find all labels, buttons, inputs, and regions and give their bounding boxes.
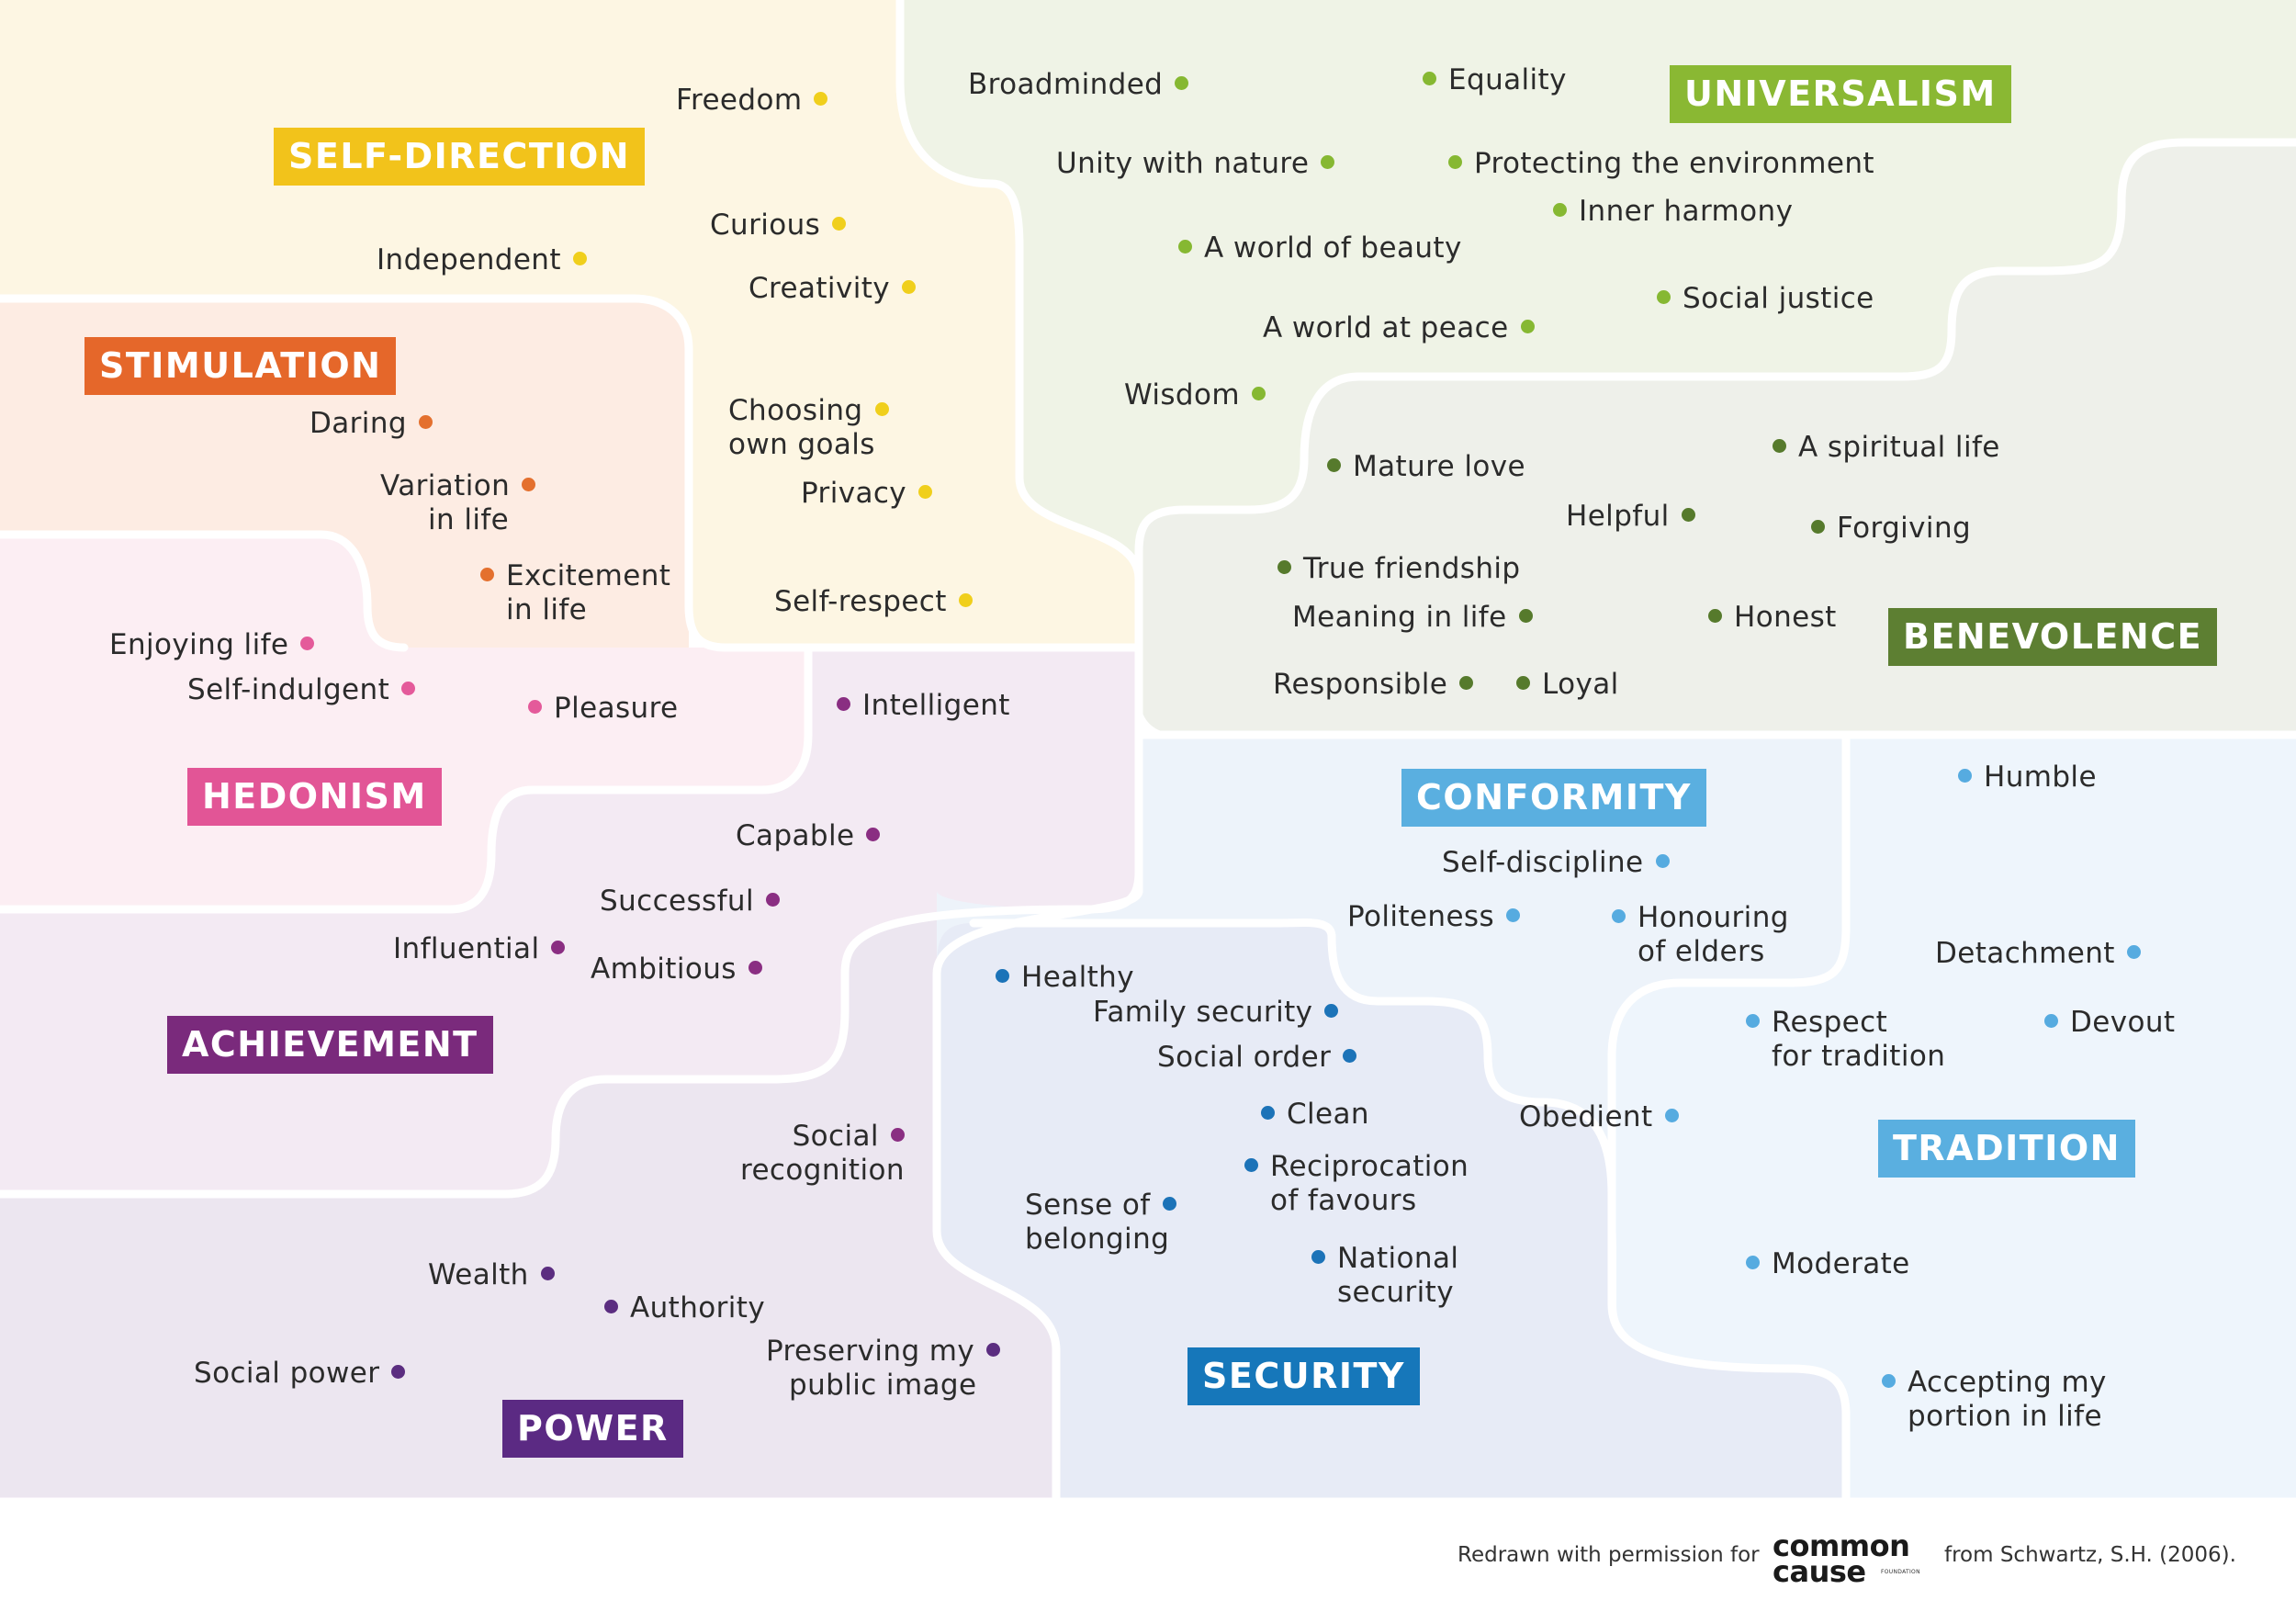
value-reciprocation-of-favours: Reciprocation of favours <box>1244 1150 1469 1218</box>
value-loyal: Loyal <box>1516 668 1619 702</box>
value-broadminded: Broadminded <box>968 68 1189 102</box>
value-true-friendship: True friendship <box>1277 552 1520 586</box>
category-tradition: TRADITION <box>1878 1120 2135 1178</box>
value-healthy: Healthy <box>996 961 1134 995</box>
value-wealth: Wealth <box>428 1258 555 1292</box>
category-security: SECURITY <box>1187 1347 1420 1405</box>
region-conformity <box>937 735 1846 1194</box>
value-forgiving: Forgiving <box>1811 512 1971 546</box>
value-humble: Humble <box>1958 761 2097 795</box>
region-power <box>0 873 1139 1502</box>
value-accepting-portion-in-life: Accepting my portion in life <box>1882 1366 2107 1434</box>
value-curious: Curious <box>710 209 847 242</box>
value-self-respect: Self-respect <box>774 585 973 619</box>
value-creativity: Creativity <box>748 272 917 306</box>
value-sense-of-belonging: Sense of belonging <box>1025 1189 1176 1257</box>
category-achievement: ACHIEVEMENT <box>167 1016 493 1074</box>
value-privacy: Privacy <box>801 477 933 511</box>
logo-word-cause: cause <box>1773 1554 1866 1589</box>
value-self-indulgent: Self-indulgent <box>187 673 416 707</box>
value-capable: Capable <box>736 819 881 853</box>
value-family-security: Family security <box>1093 996 1339 1030</box>
value-a-spiritual-life: A spiritual life <box>1773 431 2000 465</box>
value-intelligent: Intelligent <box>837 689 1010 723</box>
category-benevolence: BENEVOLENCE <box>1888 608 2218 666</box>
category-universalism: UNIVERSALISM <box>1670 65 2011 123</box>
value-mature-love: Mature love <box>1327 450 1525 484</box>
value-successful: Successful <box>600 885 780 919</box>
value-freedom: Freedom <box>676 84 828 118</box>
category-hedonism: HEDONISM <box>187 768 442 826</box>
value-politeness: Politeness <box>1347 900 1521 934</box>
value-independent: Independent <box>377 243 587 277</box>
value-a-world-of-beauty: A world of beauty <box>1178 231 1462 265</box>
value-unity-with-nature: Unity with nature <box>1056 147 1335 181</box>
value-excitement-in-life: Excitement in life <box>480 559 670 627</box>
logo-word-foundation: FOUNDATION <box>1881 1569 1920 1575</box>
region-tradition <box>1612 735 2296 1502</box>
value-honouring-of-elders: Honouring of elders <box>1612 901 1789 969</box>
value-preserving-public-image: Preserving my public image <box>766 1335 1001 1403</box>
value-authority: Authority <box>604 1291 765 1325</box>
value-protecting-the-environment: Protecting the environment <box>1448 147 1874 181</box>
value-choosing-own-goals: Choosing own goals <box>728 394 889 462</box>
value-meaning-in-life: Meaning in life <box>1292 601 1533 635</box>
logo-word-common: common <box>1773 1528 1910 1563</box>
value-pleasure: Pleasure <box>528 692 679 726</box>
credit-text: Redrawn with permission for <box>1458 1543 1760 1567</box>
value-social-power: Social power <box>194 1357 406 1391</box>
values-map-background <box>0 0 2296 1502</box>
value-enjoying-life: Enjoying life <box>109 628 315 662</box>
value-social-justice: Social justice <box>1657 282 1874 316</box>
value-obedient: Obedient <box>1519 1100 1679 1134</box>
category-self-direction: SELF-DIRECTION <box>274 128 646 186</box>
value-self-discipline: Self-discipline <box>1442 846 1670 880</box>
value-social-recognition: Social recognition <box>740 1120 905 1187</box>
region-universalism <box>900 0 2296 579</box>
category-power: POWER <box>502 1400 683 1458</box>
value-a-world-at-peace: A world at peace <box>1263 311 1535 345</box>
value-daring: Daring <box>310 407 433 441</box>
value-moderate: Moderate <box>1746 1247 1910 1281</box>
category-conformity: CONFORMITY <box>1401 769 1706 827</box>
source-citation: from Schwartz, S.H. (2006). <box>1944 1543 2236 1567</box>
category-stimulation: STIMULATION <box>84 337 397 395</box>
region-benevolence <box>1139 142 2296 735</box>
value-inner-harmony: Inner harmony <box>1553 195 1793 229</box>
value-detachment: Detachment <box>1935 937 2141 971</box>
value-devout: Devout <box>2044 1006 2175 1040</box>
value-equality: Equality <box>1423 63 1567 97</box>
value-ambitious: Ambitious <box>591 952 762 986</box>
value-wisdom: Wisdom <box>1124 378 1266 412</box>
common-cause-logo: common cause FOUNDATION <box>1773 1528 1933 1589</box>
value-clean: Clean <box>1261 1098 1369 1132</box>
value-national-security: National security <box>1311 1242 1458 1310</box>
value-respect-for-tradition: Respect for tradition <box>1746 1006 1945 1074</box>
value-influential: Influential <box>393 932 566 966</box>
region-security <box>937 922 1846 1502</box>
value-honest: Honest <box>1708 601 1837 635</box>
value-social-order: Social order <box>1157 1041 1357 1075</box>
value-variation-in-life: Variation in life <box>380 469 536 537</box>
value-helpful: Helpful <box>1566 500 1695 534</box>
value-responsible: Responsible <box>1273 668 1474 702</box>
